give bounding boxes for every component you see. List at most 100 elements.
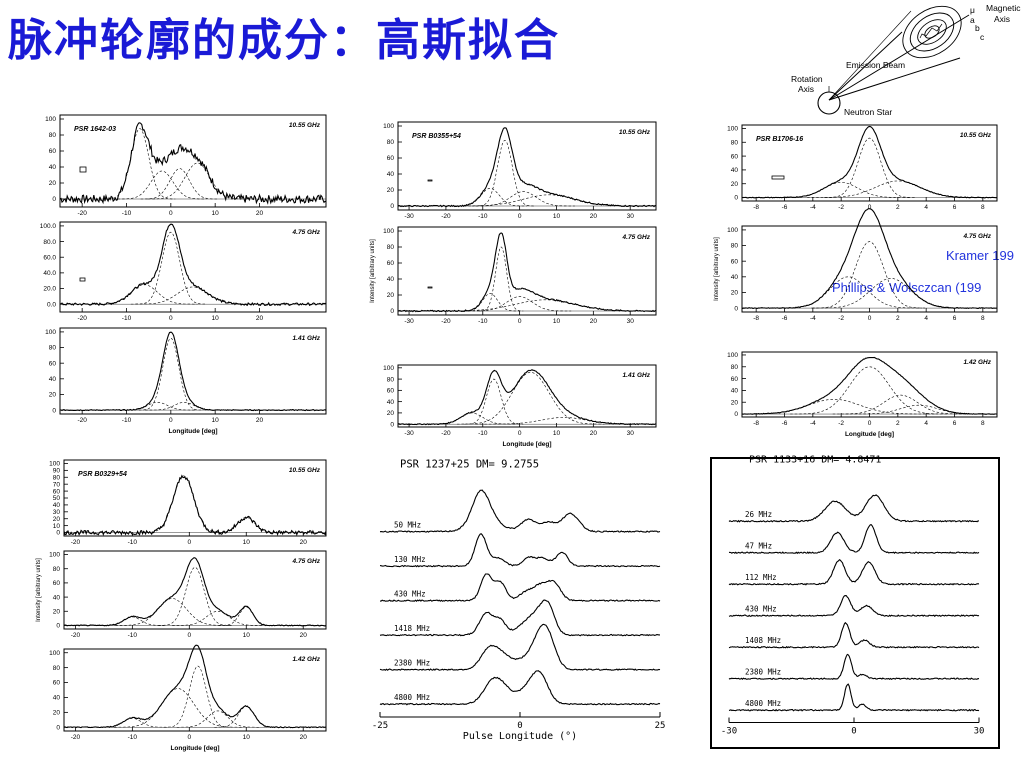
gaussian-component [163, 665, 233, 728]
y-tick-label: 60 [387, 155, 395, 162]
x-tick-label: 10 [243, 539, 251, 546]
frequency-profile-line [728, 494, 979, 523]
panel-frame [63, 648, 327, 732]
y-tick-label: 100 [727, 227, 738, 234]
gaussian-component [774, 276, 922, 309]
x-tick-label: 20 [300, 632, 308, 639]
x-tick-label: -20 [71, 734, 81, 741]
y-tick-label: 60 [53, 680, 61, 687]
y-tick-label: 100 [727, 352, 738, 359]
x-tick-label: -6 [782, 204, 788, 211]
y-tick-label: 80 [387, 244, 395, 251]
y-tick-label: 80 [731, 139, 739, 146]
frequency-label: 50 MHz [394, 521, 421, 530]
x-axis-label: Longitude [deg] [168, 428, 217, 435]
pulse-profile-line [397, 369, 657, 426]
pulsar-name-label: PSR B1706-16 [756, 136, 803, 143]
x-tick-label: 20 [590, 318, 598, 325]
y-tick-label: 40 [49, 376, 57, 383]
y-tick-label: 20 [53, 608, 61, 615]
x-tick-label: -20 [71, 539, 81, 546]
x-tick-label: -30 [404, 430, 414, 437]
y-tick-label: 80 [387, 139, 395, 146]
y-tick-label: 0 [56, 623, 60, 630]
y-tick-label: 0 [390, 308, 394, 315]
y-tick-label: 100 [49, 552, 60, 559]
frequency-label: 10.55 GHz [289, 122, 321, 129]
gaussian-component [468, 296, 572, 312]
y-tick-label: 100 [49, 461, 60, 468]
x-tick-label: -10 [122, 417, 132, 424]
x-tick-label: 20 [256, 315, 264, 322]
gaussian-component [147, 162, 248, 200]
frequency-label: 1.41 GHz [623, 372, 651, 379]
y-tick-label: 20 [731, 399, 739, 406]
frequency-profile-line [728, 558, 980, 586]
x-tick-label: 20 [590, 430, 598, 437]
x-tick-label: 10 [212, 315, 220, 322]
y-tick-label: 0 [52, 196, 56, 203]
y-tick-label: 80 [53, 665, 61, 672]
x-tick-label: -30 [404, 213, 414, 220]
pulse-profile-line [741, 356, 998, 415]
frequency-profile-line [380, 573, 661, 602]
diagram-label-rotation: Rotation [791, 74, 823, 84]
frequency-label: 1.41 GHz [293, 335, 321, 342]
pulse-profile-line [59, 223, 327, 307]
x-tick-label: 0 [518, 213, 522, 220]
frequency-profile-line [379, 599, 660, 637]
panel-frame [397, 226, 657, 316]
gaussian-component [218, 606, 274, 626]
panel-frame [59, 114, 327, 208]
pulsar-name-label: PSR B0355+54 [412, 133, 461, 140]
gaussian-component [176, 710, 259, 728]
pulse-profile-line [397, 232, 657, 313]
x-tick-label: 0 [169, 210, 173, 217]
y-tick-label: 20 [53, 516, 61, 523]
x-tick-label: -8 [753, 420, 759, 427]
frequency-profile-line [728, 621, 980, 649]
gaussian-component [471, 191, 575, 207]
y-tick-label: 0 [390, 203, 394, 210]
y-tick-label: 20.0 [43, 286, 56, 293]
frequency-label: 130 MHz [394, 555, 426, 564]
x-tick-label: -10 [478, 430, 488, 437]
y-tick-label: 60 [53, 488, 61, 495]
frequency-profile-line [728, 653, 980, 681]
y-tick-label: 40.0 [43, 270, 56, 277]
y-tick-label: 60 [49, 360, 57, 367]
x-tick-label: 20 [256, 417, 264, 424]
pulsar-emission-diagram: μ a b c Magnetic Axis Emission Beam Rota… [791, 3, 1021, 117]
panel-frame [741, 351, 998, 418]
frequency-label: 4.75 GHz [292, 558, 321, 565]
y-tick-label: 100 [383, 365, 394, 372]
x-tick-label: 0 [518, 318, 522, 325]
x-tick-label: 10 [212, 210, 220, 217]
panel-frame [397, 364, 657, 428]
gaussian-component [104, 128, 176, 200]
y-tick-label: 100 [45, 329, 56, 336]
diagram-label-emission-beam: Emission Beam [846, 60, 905, 70]
y-tick-label: 30 [53, 509, 61, 516]
panel-frame [741, 225, 998, 313]
x-tick-label: -2 [838, 420, 844, 427]
y-tick-label: 80 [387, 376, 395, 383]
noise-marker [427, 179, 433, 182]
frequency-profile-line [379, 670, 661, 706]
frequency-label: 1.42 GHz [964, 359, 992, 366]
x-tick-label: -2 [838, 315, 844, 322]
x-tick-label: -30 [721, 727, 737, 737]
profile-panel: -20 -10 0 10 20 0 20 40 60 80 100 1.41 GHz Longitude… [45, 327, 327, 435]
x-tick-label: -6 [782, 315, 788, 322]
gaussian-component [172, 611, 264, 626]
gaussian-component [427, 299, 656, 312]
x-axis-label: Pulse Longitude (°) [463, 731, 577, 742]
y-tick-label: 60 [731, 258, 739, 265]
pulse-profile-line [59, 122, 327, 205]
gaussian-component [445, 194, 653, 207]
y-axis-label: Intensity [arbitrary units] [714, 237, 720, 301]
